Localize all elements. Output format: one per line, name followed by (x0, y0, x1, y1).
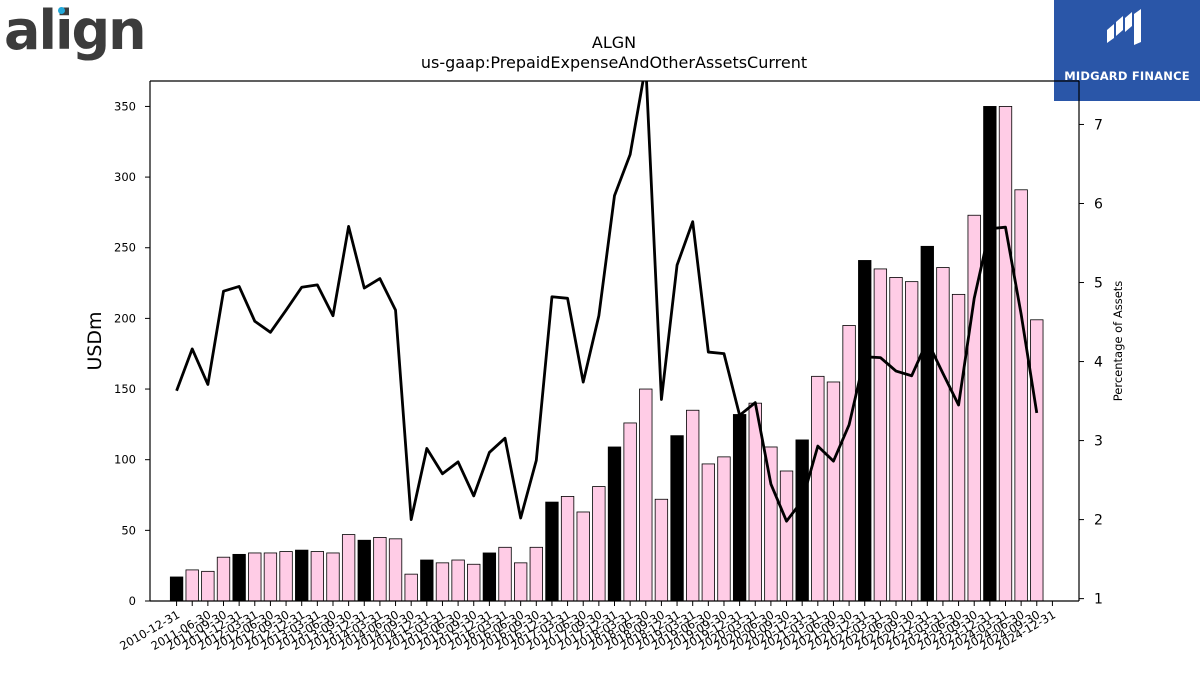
bar-series (169, 106, 1044, 602)
bar (248, 552, 262, 602)
x-ticks: 2010-12-312011-06-302011-09-302011-12-31… (117, 601, 1058, 653)
align-logo: align (4, 2, 147, 64)
y-ticks: 0 50 100 150 200 250 300 350 (114, 99, 150, 608)
bar (1030, 319, 1044, 602)
bar (373, 537, 387, 602)
bar (232, 553, 246, 602)
bar (435, 562, 450, 602)
bar (529, 546, 543, 602)
bar (357, 539, 371, 602)
bar (842, 325, 856, 602)
y-tick-label: 150 (114, 382, 136, 396)
bar (748, 402, 762, 602)
y-tick-label: 350 (114, 99, 136, 113)
bar (341, 534, 356, 602)
bar (310, 551, 324, 602)
y-tick-label: 200 (114, 311, 136, 325)
bar (607, 446, 622, 602)
bar (905, 281, 919, 602)
bar (654, 498, 669, 602)
y-tick-label: 100 (114, 453, 136, 467)
y2-tick-label: 4 (1094, 355, 1103, 371)
bar (514, 562, 528, 602)
y2-tick-label: 7 (1094, 117, 1103, 133)
bar (185, 569, 199, 602)
bar (811, 375, 825, 602)
bar (670, 435, 684, 602)
bar (263, 552, 278, 602)
y-tick-label: 50 (121, 523, 136, 537)
y2-tick-label: 3 (1094, 434, 1103, 450)
midgard-finance-logo: MIDGARD FINANCE (1054, 0, 1200, 101)
align-logo-text: align (4, 0, 147, 62)
y2-tick-label: 6 (1094, 196, 1103, 212)
y-tick-label: 250 (114, 241, 136, 255)
bar (545, 501, 559, 602)
bar (592, 486, 606, 602)
chart-title: ALGN (592, 33, 636, 52)
bar (560, 496, 575, 602)
bar (451, 559, 465, 602)
bar (873, 268, 888, 602)
y-axis-label: USDm (84, 311, 106, 370)
bar (326, 552, 340, 602)
line-series (175, 81, 1039, 523)
percentage-line (175, 81, 1039, 523)
y2-axis-label: Percentage of Assets (1111, 281, 1125, 402)
midgard-logo-text: MIDGARD FINANCE (1064, 69, 1190, 83)
bar (732, 414, 747, 602)
bar (826, 381, 841, 602)
bar (639, 388, 653, 602)
bar (279, 551, 293, 602)
bar (764, 446, 778, 602)
bar (998, 106, 1013, 602)
bar (701, 463, 715, 602)
bar (388, 538, 403, 602)
bar (623, 422, 637, 602)
bar (795, 439, 809, 602)
bar (498, 546, 512, 602)
bar (295, 549, 309, 602)
bar (576, 511, 590, 602)
y-tick-label: 300 (114, 170, 136, 184)
bar (889, 277, 903, 602)
bar (686, 409, 700, 602)
bar (482, 552, 497, 602)
bar (779, 470, 794, 602)
align-logo-dot (58, 7, 65, 14)
bar (920, 245, 934, 602)
bar (404, 573, 418, 602)
y-tick-label: 0 (129, 594, 136, 608)
bar (936, 267, 950, 602)
bar (983, 106, 997, 602)
bar (858, 260, 872, 602)
bar (1014, 189, 1028, 602)
bar (201, 570, 215, 602)
y2-tick-label: 1 (1094, 592, 1103, 608)
y2-tick-label: 2 (1094, 513, 1103, 529)
y2-ticks: 1 2 3 4 5 6 7 (1079, 117, 1103, 608)
bar (467, 563, 481, 602)
bar (169, 576, 184, 602)
y2-tick-label: 5 (1094, 276, 1103, 292)
bar (216, 556, 231, 602)
bar (420, 559, 434, 602)
midgard-mark-icon (1107, 9, 1141, 45)
chart-subtitle: us-gaap:PrepaidExpenseAndOtherAssetsCurr… (421, 53, 807, 72)
bar (717, 456, 731, 602)
bar (951, 293, 966, 602)
